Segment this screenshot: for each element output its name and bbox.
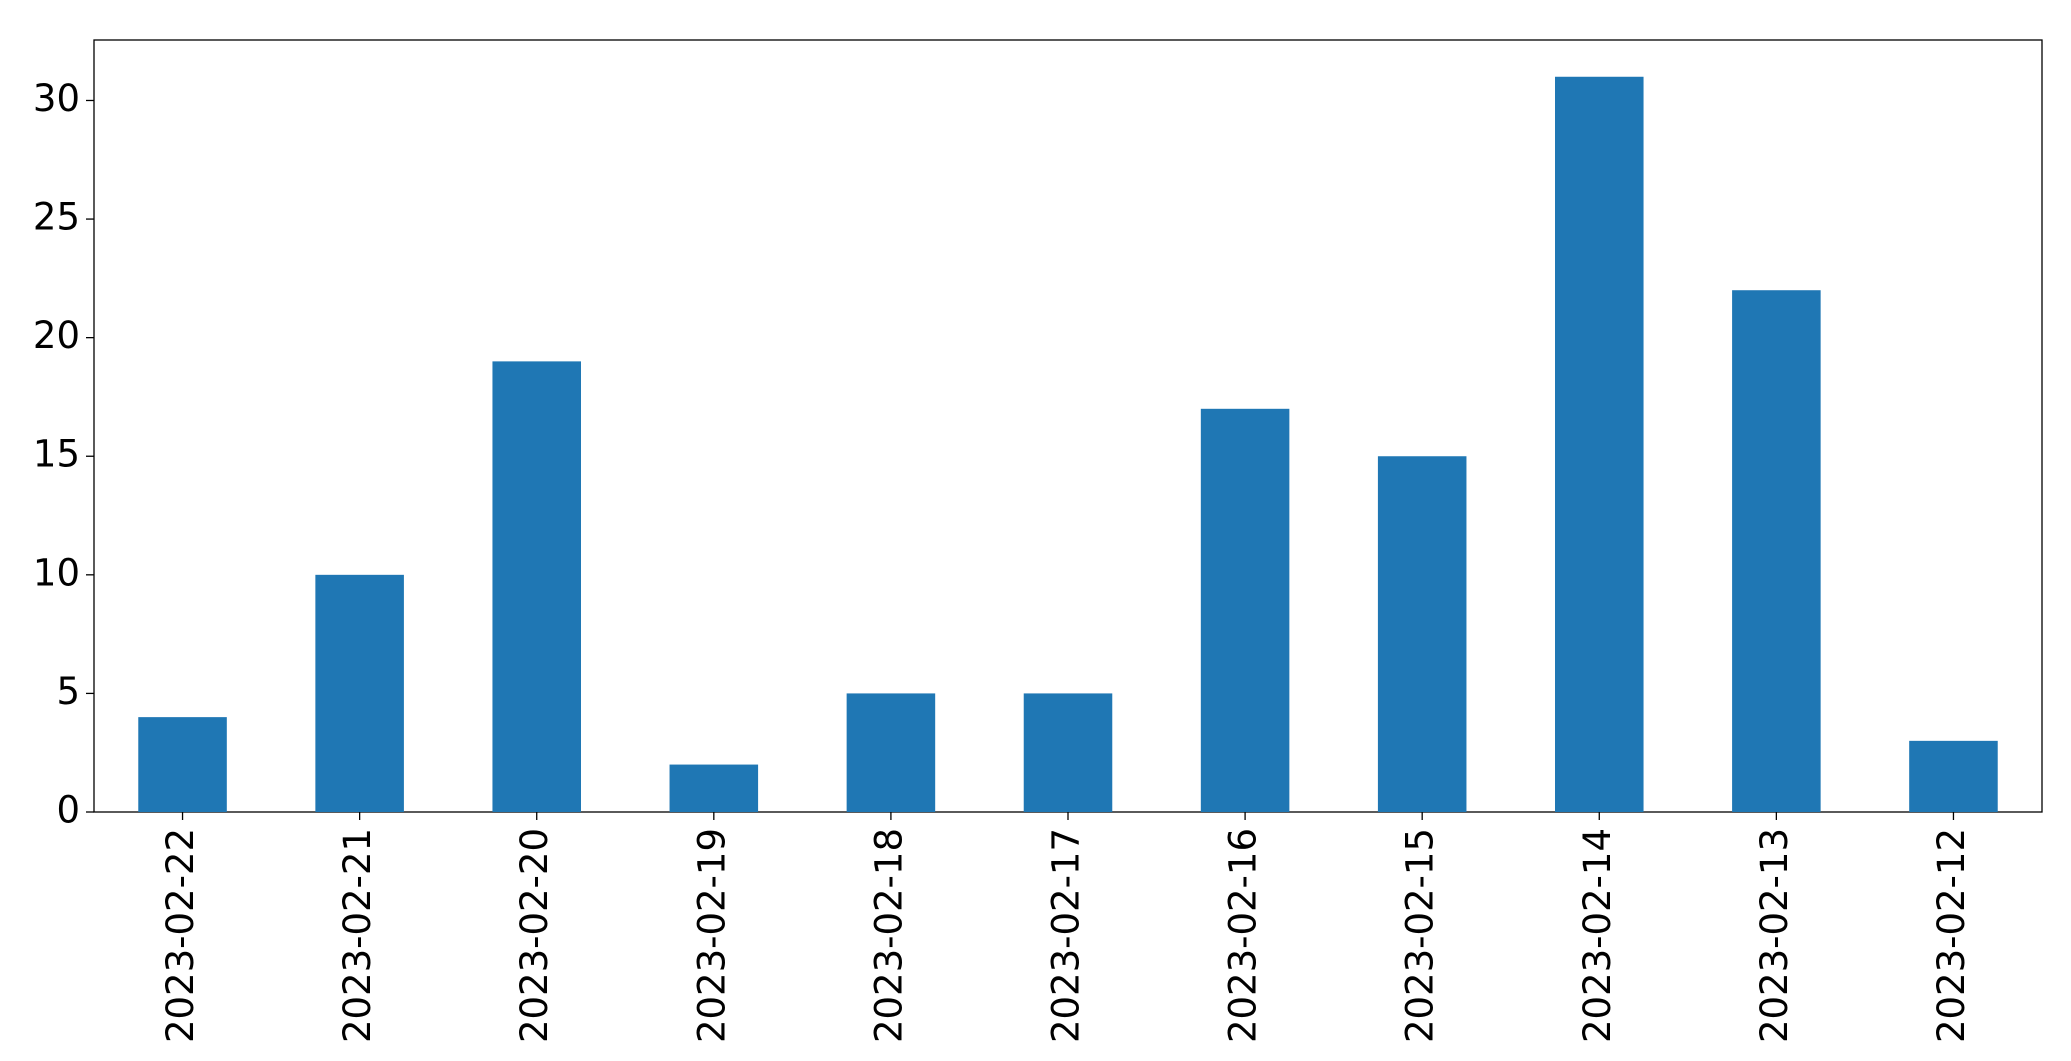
y-tick-label: 30 [33, 77, 80, 120]
x-tick-label: 2023-02-19 [690, 828, 733, 1043]
y-tick-label: 15 [33, 433, 80, 476]
bar [1555, 76, 1644, 812]
bar [1909, 740, 1998, 812]
x-tick-label: 2023-02-20 [513, 828, 556, 1043]
x-tick-label: 2023-02-15 [1399, 828, 1442, 1043]
bar [669, 764, 759, 812]
x-tick-label: 2023-02-13 [1753, 828, 1796, 1043]
y-tick-label: 10 [33, 551, 80, 594]
x-tick-label: 2023-02-14 [1576, 828, 1619, 1043]
x-tick-label: 2023-02-12 [1930, 828, 1973, 1043]
y-tick-label: 25 [33, 196, 80, 239]
x-tick-label: 2023-02-16 [1222, 828, 1265, 1043]
bar [846, 693, 936, 812]
bar [1200, 408, 1290, 812]
bar [1377, 456, 1467, 812]
x-tick-label: 2023-02-17 [1045, 828, 1088, 1043]
bar [1023, 693, 1113, 812]
x-tick-label: 2023-02-21 [336, 828, 379, 1043]
x-tick-label: 2023-02-22 [159, 828, 202, 1043]
y-tick-label: 5 [56, 670, 80, 713]
x-tick-label: 2023-02-18 [867, 828, 910, 1043]
y-tick-label: 20 [33, 314, 80, 357]
bar [315, 574, 404, 812]
bar [492, 361, 581, 812]
bar [1732, 290, 1821, 812]
bar [138, 717, 227, 812]
y-tick-label: 0 [56, 789, 80, 832]
